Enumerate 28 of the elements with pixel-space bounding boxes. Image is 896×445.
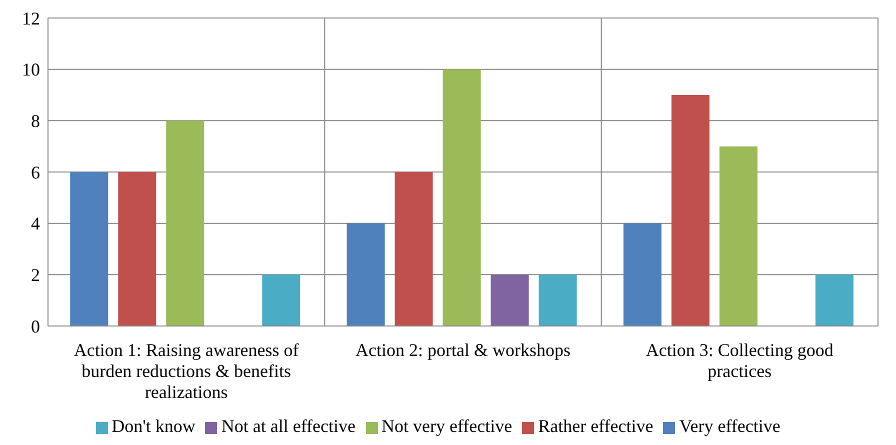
bar [442, 69, 481, 326]
bar [815, 274, 854, 326]
legend-label: Very effective [679, 416, 780, 436]
y-tick-label: 2 [31, 265, 40, 286]
x-tick-label: Action 3: Collecting good practices [646, 340, 834, 381]
y-tick-label: 8 [31, 111, 40, 132]
x-tick-label: Action 2: portal & workshops [356, 340, 570, 360]
legend-label: Don't know [112, 416, 196, 436]
y-tick-label: 12 [22, 8, 40, 28]
bar [623, 223, 662, 326]
legend-label: Not very effective [382, 416, 512, 436]
bar [346, 223, 385, 326]
bar [538, 274, 577, 326]
bar [490, 274, 529, 326]
bar [70, 172, 108, 326]
bar [394, 172, 433, 326]
bar [118, 172, 156, 326]
y-tick-label: 4 [31, 214, 40, 234]
legend-label: Not at all effective [221, 416, 356, 436]
y-tick-label: 6 [31, 162, 40, 182]
y-tick-label: 0 [31, 316, 40, 336]
bar [166, 120, 204, 326]
bar [671, 95, 710, 326]
x-tick-label: Action 1: Raising awareness of burden reductions & benefits realizations [74, 340, 299, 402]
y-tick-label: 10 [22, 60, 40, 80]
bar [262, 274, 300, 326]
legend-label: Rather effective [538, 416, 654, 436]
bar [719, 146, 758, 326]
